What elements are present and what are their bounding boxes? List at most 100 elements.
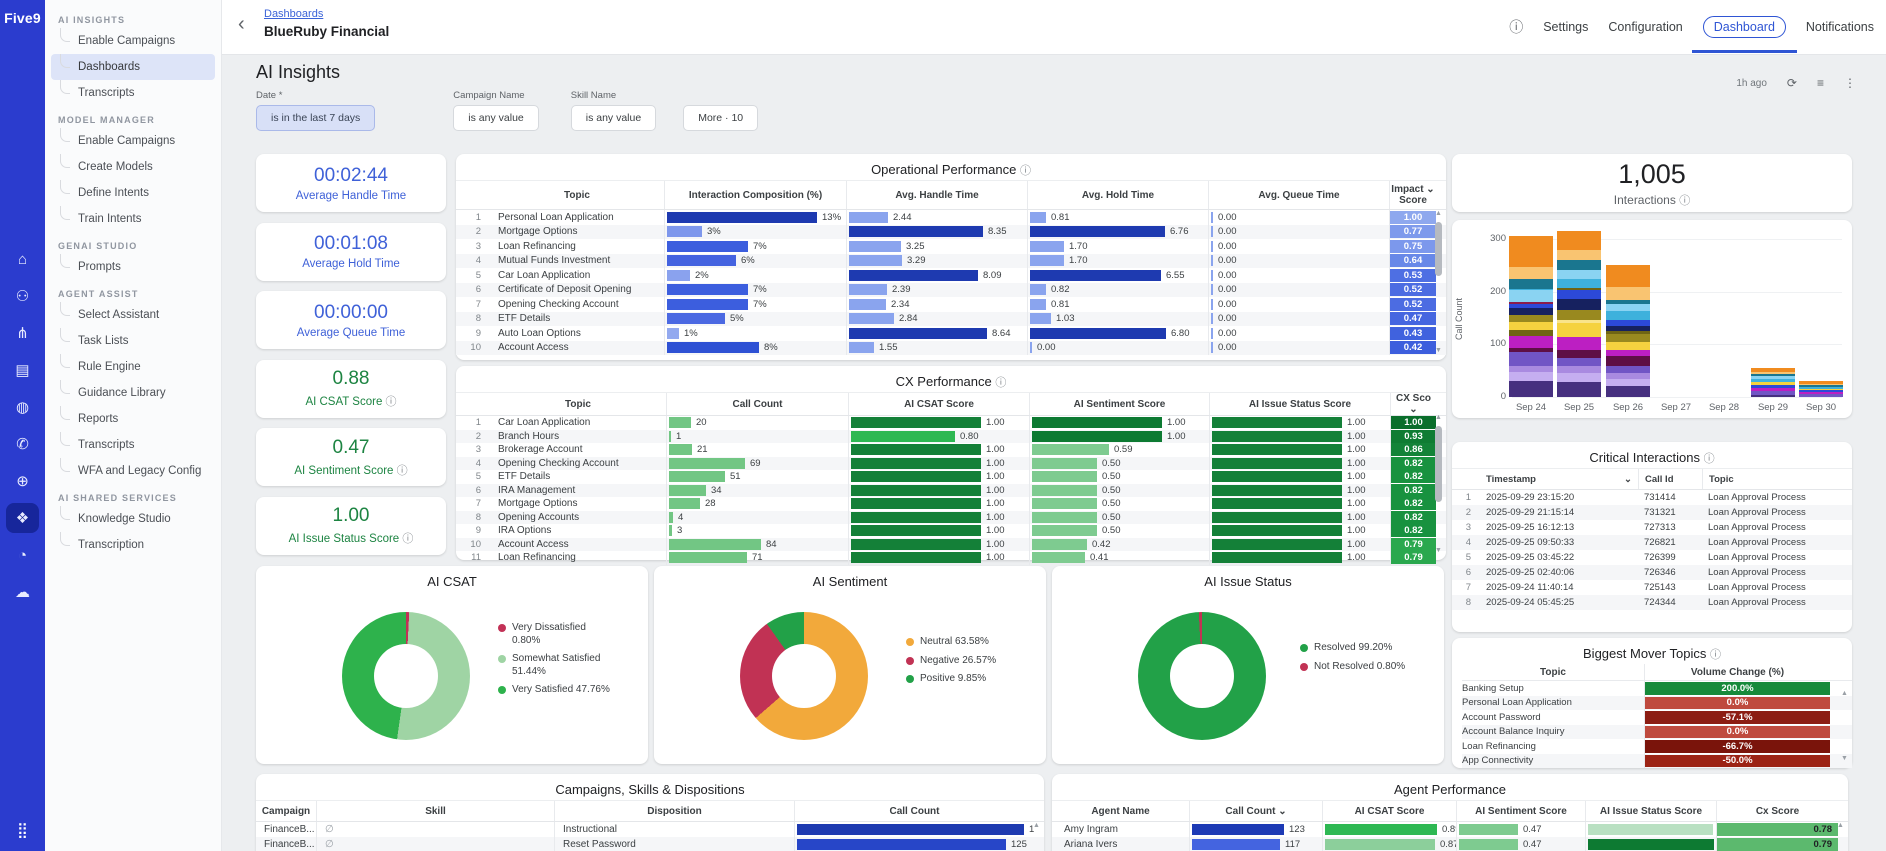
info-icon[interactable]: ⓘ [1703,453,1715,465]
ai-studio-icon[interactable]: ❖ [6,503,39,533]
table-row[interactable]: 8 2025-09-24 05:45:25 724344 Loan Approval … [1452,595,1852,610]
table-row[interactable]: 3 Loan Refinancing 7% 3.25 1.70 0.00 0.75 [456,239,1446,254]
info-icon[interactable]: ⓘ [1509,19,1524,35]
table-row[interactable]: Amy Ingram 123 0.89 0.47 0.990.78 [1052,822,1848,837]
col-header-call-count[interactable]: Call Count [794,801,1034,821]
col-header-volume-change[interactable]: Volume Change (%) [1644,664,1830,680]
info-icon[interactable]: ⓘ [385,396,397,409]
scroll-up-icon[interactable]: ▲ [1837,822,1844,829]
scroll-up-icon[interactable]: ▲ [1841,690,1848,697]
sidebar-item-reports[interactable]: Reports [51,406,215,432]
table-row[interactable]: Account Password -57.1% [1462,710,1852,725]
scrollbar-thumb[interactable] [1435,222,1442,276]
sidebar-item-transcripts[interactable]: Transcripts [51,80,215,106]
table-row[interactable]: 6 Certificate of Deposit Opening 7% 2.39 0.8… [456,282,1446,297]
table-row[interactable]: App Connectivity -50.0% [1462,753,1852,768]
table-row[interactable]: FinanceB... ∅ Reset Password 125 [256,837,1044,851]
scrollbar[interactable]: ▲ ▼ [1836,822,1845,851]
nav-configuration[interactable]: Configuration [1608,20,1683,34]
sidebar-item-select-assistant[interactable]: Select Assistant [51,302,215,328]
col-header-ai-csat-score[interactable]: AI CSAT Score [848,393,1029,415]
table-row[interactable]: 2 2025-09-29 21:15:14 731321 Loan Approval … [1452,505,1852,520]
scroll-up-icon[interactable]: ▲ [1435,210,1442,217]
filter-icon[interactable]: ≡ [1816,76,1824,90]
col-header-skill[interactable]: Skill [316,801,554,821]
web-check-icon[interactable]: ◍ [15,399,30,416]
table-row[interactable]: 8 ETF Details 5% 2.84 1.03 0.00 0.47 [456,311,1446,326]
table-row[interactable]: 8 Opening Accounts 4 1.00 0.50 1.00 0.82 [456,510,1446,524]
address-book-icon[interactable]: ▤ [15,362,30,379]
nav-settings[interactable]: Settings [1543,20,1589,34]
col-header-call-count[interactable]: Call Count [666,393,848,415]
sidebar-item-create-models[interactable]: Create Models [51,154,215,180]
breadcrumb[interactable]: Dashboards [264,8,324,20]
table-row[interactable]: Banking Setup 200.0% [1462,681,1852,696]
scrollbar[interactable]: ▲ ▼ [1840,690,1849,762]
col-header-interaction-composition[interactable]: Interaction Composition (%) [664,181,846,209]
col-header-ai-csat-score[interactable]: AI CSAT Score [1322,801,1456,821]
filter-chip-campaign-name[interactable]: is any value [453,105,539,131]
col-header-avg-handle-time[interactable]: Avg. Handle Time [846,181,1027,209]
sidebar-item-enable-campaigns[interactable]: Enable Campaigns [51,128,215,154]
info-icon[interactable]: ⓘ [396,464,408,477]
kebab-menu-icon[interactable]: ⋮ [1844,76,1856,90]
scrollbar[interactable]: ▲ ▼ [1032,822,1041,851]
nav-dashboard[interactable]: Dashboard [1691,16,1798,53]
col-header-agent-name[interactable]: Agent Name [1091,805,1150,817]
globe-icon[interactable]: ⊕ [16,473,29,490]
table-row[interactable]: FinanceB...∅Instructional 136 [256,822,1044,837]
nav-notifications[interactable]: Notifications [1805,20,1874,34]
col-header-cx-score[interactable]: Cx Score [1716,801,1838,821]
col-header-cx-score[interactable]: CX Sco ⌄ [1390,393,1436,415]
table-row[interactable]: Personal Loan Application 0.0% [1462,695,1852,710]
table-row[interactable]: 1 Personal Loan Application 13% 2.44 0.81 0.0… [456,210,1446,225]
col-header-campaign[interactable]: Campaign [261,805,311,817]
info-icon[interactable]: ⓘ [1709,649,1721,661]
scroll-up-icon[interactable]: ▲ [1033,822,1040,829]
back-button[interactable]: ‹ [238,13,245,35]
col-header-avg-hold-time[interactable]: Avg. Hold Time [1027,181,1208,209]
col-header-ai-sentiment-score[interactable]: AI Sentiment Score [1456,801,1585,821]
col-header-topic[interactable]: Topic [1540,666,1566,678]
col-header-ai-sentiment-score[interactable]: AI Sentiment Score [1029,393,1209,415]
apps-grid-icon[interactable]: ⣿ [17,822,28,839]
table-row[interactable]: 6 IRA Management 34 1.00 0.50 1.00 0.82 [456,483,1446,497]
table-row[interactable]: 3 Brokerage Account 21 1.00 0.59 1.00 0.86 [456,443,1446,457]
sidebar-item-wfa-and-legacy-config[interactable]: WFA and Legacy Config [51,458,215,484]
table-row[interactable]: 10 Account Access 8% 1.55 0.00 0.00 0.42 [456,340,1446,355]
scrollbar[interactable]: ▲ ▼ [1434,210,1443,354]
table-row[interactable]: 9 IRA Options 3 1.00 0.50 1.00 0.82 [456,524,1446,538]
col-header-call-id[interactable]: Call Id [1638,469,1702,489]
gauge-icon[interactable]: ◔ [17,546,28,564]
users-icon[interactable]: ⚇ [15,288,30,305]
table-row[interactable]: 6 2025-09-25 02:40:06 726346 Loan Approval … [1452,565,1852,580]
sidebar-item-train-intents[interactable]: Train Intents [51,206,215,232]
table-row[interactable]: 1 Car Loan Application 20 1.00 1.00 1.00 1.00 [456,416,1446,430]
table-row[interactable]: 4 2025-09-25 09:50:33 726821 Loan Approval … [1452,535,1852,550]
table-row[interactable]: 4 Mutual Funds Investment 6% 3.29 1.70 0.00 0.… [456,253,1446,268]
scroll-down-icon[interactable]: ▼ [1435,547,1442,554]
col-header-call-count[interactable]: Call Count ⌄ [1189,801,1322,821]
refresh-icon[interactable]: ⟳ [1786,76,1797,90]
table-row[interactable]: Account Balance Inquiry 0.0% [1462,724,1852,739]
col-header-avg-queue-time[interactable]: Avg. Queue Time [1208,181,1389,209]
filter-chip-more[interactable]: More · 10 [683,105,759,131]
cloud-icon[interactable]: ☁ [15,584,30,601]
info-icon[interactable]: ⓘ [995,377,1007,389]
sidebar-item-rule-engine[interactable]: Rule Engine [51,354,215,380]
col-header-topic[interactable]: Topic [1702,469,1852,489]
col-header-impact-score[interactable]: Impact ⌄ Score [1389,181,1436,209]
table-row[interactable]: 10 Account Access 84 1.00 0.42 1.00 0.79 [456,537,1446,551]
scrollbar[interactable]: ▲ ▼ [1434,414,1443,554]
table-row[interactable]: Ariana Ivers 117 0.87 0.47 1.000.79 [1052,837,1848,851]
scroll-up-icon[interactable]: ▲ [1435,414,1442,421]
scrollbar-thumb[interactable] [1435,426,1442,502]
col-header-topic[interactable]: Topic [564,189,590,201]
filter-chip-date[interactable]: is in the last 7 days [256,105,376,131]
table-row[interactable]: 7 Opening Checking Account 7% 2.34 0.81 0.00 0… [456,297,1446,312]
scroll-down-icon[interactable]: ▼ [1841,755,1848,762]
table-row[interactable]: 7 2025-09-24 11:40:14 725143 Loan Approval … [1452,580,1852,595]
table-row[interactable]: 4 Opening Checking Account 69 1.00 0.50 1.00 0… [456,456,1446,470]
call-routing-icon[interactable]: ⋔ [16,325,29,342]
info-icon[interactable]: ⓘ [1679,194,1691,207]
